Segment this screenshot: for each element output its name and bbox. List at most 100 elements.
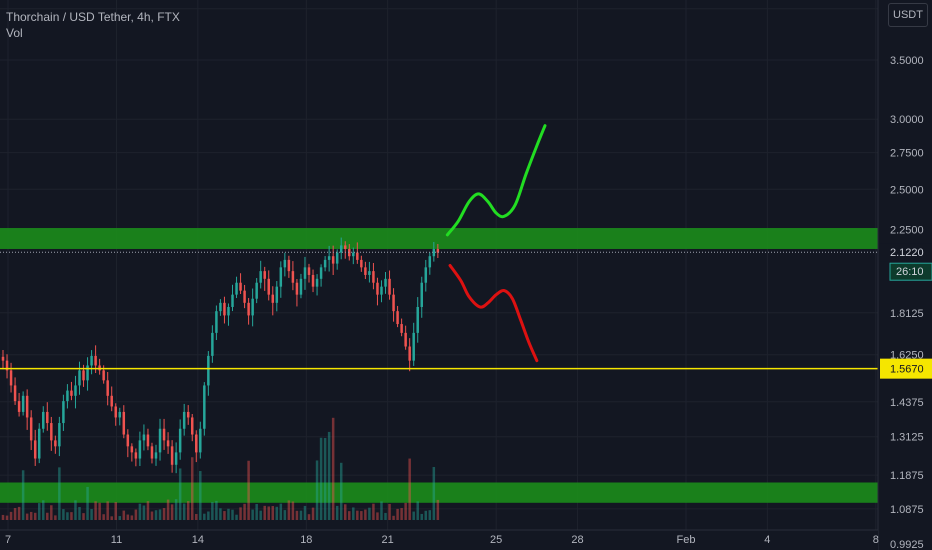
candle-body	[412, 332, 415, 361]
candle-body	[122, 411, 126, 435]
candle-body	[404, 332, 407, 347]
volume-bar	[424, 510, 428, 520]
volume-bar	[227, 508, 230, 520]
volume-bar	[303, 505, 307, 520]
candle-body	[134, 452, 138, 459]
volume-bar	[287, 500, 291, 520]
volume-bar	[295, 510, 299, 520]
volume-bar	[331, 417, 335, 520]
volume-bar	[58, 467, 61, 520]
candle-body	[94, 355, 97, 366]
volume-indicator-label[interactable]: Vol	[6, 26, 23, 40]
candle-body	[66, 390, 69, 402]
last-price-label: 2.1220	[890, 247, 924, 259]
volume-bar	[339, 462, 343, 520]
volume-bar	[384, 512, 387, 520]
volume-bar	[126, 514, 130, 520]
volume-bar	[110, 516, 113, 520]
volume-bar	[267, 506, 270, 520]
candle-body	[13, 385, 17, 402]
candle-body	[239, 282, 242, 291]
candle-body	[247, 302, 250, 316]
support-price-badge	[880, 358, 932, 379]
candle-body	[319, 267, 323, 279]
candles	[1, 237, 440, 474]
candle-body	[384, 278, 387, 287]
candle-body	[283, 259, 287, 268]
candle-body	[5, 360, 9, 371]
volume-bar	[130, 515, 134, 520]
candle-body	[203, 385, 206, 429]
candle-body	[436, 248, 440, 253]
volume-bar	[13, 508, 17, 520]
candle-body	[331, 256, 335, 264]
volume-bar	[335, 505, 339, 520]
candle-body	[174, 452, 178, 465]
candle-body	[271, 294, 275, 303]
time-tick-label: 18	[300, 534, 312, 546]
volume-bar	[380, 501, 383, 520]
volume-bar	[271, 506, 275, 520]
candle-body	[74, 385, 77, 396]
candle-body	[211, 332, 214, 356]
volume-bar	[392, 515, 395, 520]
volume-bar	[146, 501, 150, 520]
volume-bar	[114, 502, 117, 520]
candle-body	[17, 401, 21, 412]
candle-body	[364, 267, 367, 275]
volume-bar	[78, 507, 81, 520]
currency-button[interactable]: USDT	[888, 3, 928, 27]
volume-bar	[352, 507, 355, 520]
candle-body	[348, 248, 351, 257]
price-tick-label: 2.2500	[890, 225, 924, 237]
candle-body	[352, 252, 355, 257]
symbol-title[interactable]: Thorchain / USD Tether, 4h, FTX	[6, 10, 180, 24]
candle-body	[114, 406, 117, 418]
volume-bar	[343, 504, 347, 520]
volume-bar	[299, 510, 303, 520]
bearish-path[interactable]	[448, 263, 539, 363]
volume-bars	[1, 417, 440, 520]
candle-body	[86, 365, 89, 381]
candle-body	[21, 395, 25, 412]
price-tick-label: 1.3125	[890, 432, 924, 444]
time-tick-label: 8	[873, 534, 879, 546]
volume-bar	[388, 503, 391, 520]
volume-bar	[215, 500, 218, 520]
volume-bar	[356, 510, 359, 520]
support-price-label: 1.5670	[890, 364, 924, 376]
bullish-path[interactable]	[445, 124, 547, 237]
volume-bar	[311, 507, 315, 520]
candle-body	[279, 267, 283, 287]
volume-bar	[82, 513, 85, 520]
time-tick-label: Feb	[677, 534, 696, 546]
candle-body	[106, 380, 109, 396]
volume-bar	[436, 499, 440, 520]
candle-body	[327, 256, 331, 260]
candle-body	[420, 282, 423, 307]
candle-body	[29, 417, 33, 441]
volume-bar	[243, 503, 246, 520]
price-tick-label: 3.5000	[890, 55, 924, 67]
volume-bar	[66, 512, 69, 520]
volume-bar	[37, 503, 41, 520]
candle-body	[118, 411, 122, 418]
volume-bar	[251, 509, 254, 520]
volume-bar	[70, 512, 73, 520]
volume-bar	[118, 516, 122, 520]
candle-body	[50, 423, 53, 441]
candle-body	[25, 395, 29, 418]
volume-bar	[29, 511, 33, 520]
volume-bar	[74, 500, 77, 520]
candle-body	[356, 252, 359, 260]
volume-bar	[263, 505, 266, 520]
candle-body	[150, 446, 154, 459]
volume-bar	[174, 499, 178, 520]
volume-bar	[279, 503, 283, 520]
volume-bar	[432, 467, 436, 520]
volume-bar	[166, 499, 170, 520]
time-tick-label: 14	[192, 534, 204, 546]
candle-body	[396, 311, 399, 325]
